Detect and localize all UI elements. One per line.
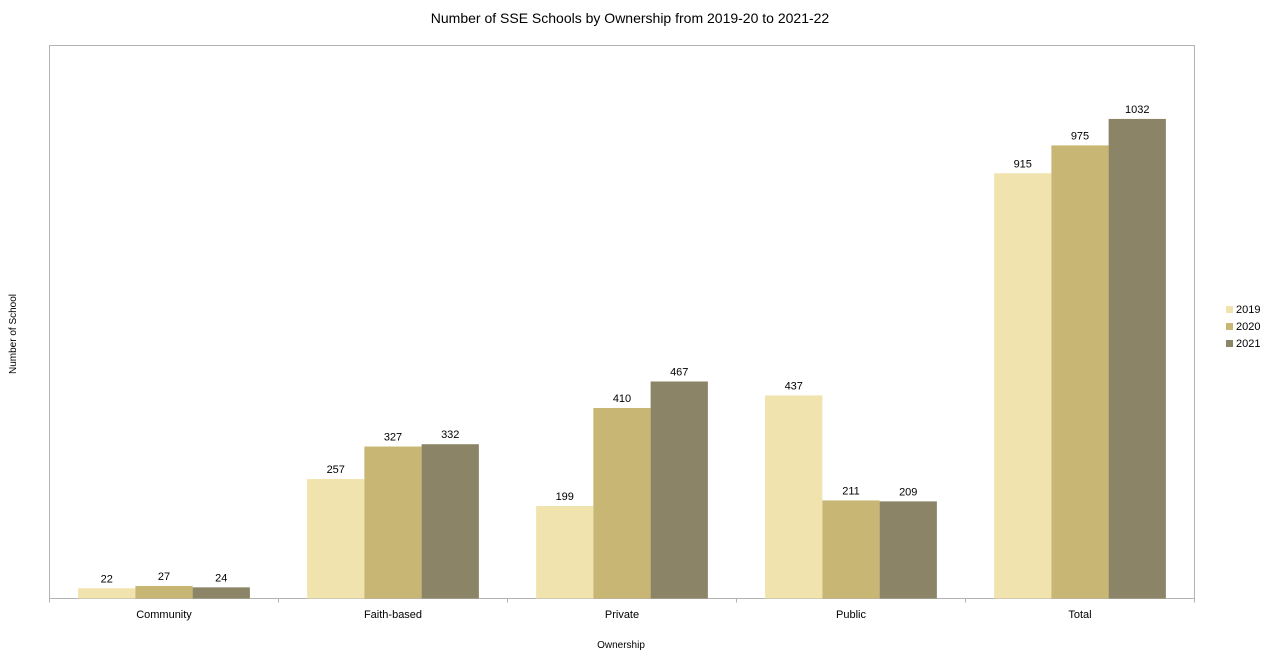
data-label: 1032 — [1125, 104, 1149, 116]
bar-public-2021 — [879, 501, 937, 599]
bar-private-2020 — [593, 407, 651, 599]
legend-label-2020: 2020 — [1236, 321, 1260, 333]
data-label: 209 — [899, 486, 917, 498]
x-tick-label: Private — [605, 609, 639, 621]
data-label: 199 — [556, 491, 574, 503]
data-labels-layer: 22 27 24 257 327 332 199 410 467 437 211 209 915 975 1… — [101, 104, 1150, 585]
data-label: 27 — [158, 571, 170, 583]
data-label: 22 — [101, 573, 113, 585]
x-tick-label: Community — [136, 609, 192, 621]
data-label: 327 — [384, 432, 402, 444]
data-label: 437 — [785, 380, 803, 392]
bar-total-2021 — [1108, 118, 1166, 599]
x-axis: Community Faith-based Private Public Total — [49, 598, 1195, 621]
bar-private-2019 — [536, 506, 594, 599]
bar-faith-based-2020 — [364, 446, 422, 599]
bars-layer — [78, 118, 1166, 599]
data-label: 915 — [1014, 158, 1032, 170]
y-axis-title: Number of School — [8, 294, 19, 374]
bar-total-2019 — [994, 173, 1052, 599]
x-tick-label: Total — [1068, 609, 1091, 621]
legend-label-2021: 2021 — [1236, 338, 1260, 350]
legend-swatch-2021 — [1226, 340, 1233, 347]
bar-total-2020 — [1051, 145, 1109, 599]
legend: 2019 2020 2021 — [1226, 304, 1260, 350]
chart-title: Number of SSE Schools by Ownership from … — [431, 10, 830, 26]
legend-swatch-2020 — [1226, 323, 1233, 330]
bar-public-2020 — [822, 500, 880, 599]
data-label: 211 — [842, 485, 860, 497]
bar-public-2019 — [765, 395, 823, 599]
bar-community-2019 — [78, 588, 136, 599]
legend-label-2019: 2019 — [1236, 304, 1260, 316]
legend-swatch-2019 — [1226, 306, 1233, 313]
data-label: 467 — [670, 366, 688, 378]
x-tick-label: Faith-based — [364, 609, 422, 621]
x-axis-title: Ownership — [597, 640, 645, 650]
bar-private-2021 — [650, 381, 708, 599]
data-label: 332 — [441, 429, 459, 441]
x-tick-label: Public — [836, 609, 866, 621]
data-label: 257 — [327, 464, 345, 476]
data-label: 24 — [215, 572, 227, 584]
data-label: 975 — [1071, 130, 1089, 142]
bar-community-2020 — [135, 585, 193, 599]
data-label: 410 — [613, 393, 631, 405]
bar-faith-based-2021 — [421, 444, 479, 599]
bar-community-2021 — [192, 587, 250, 599]
bar-faith-based-2019 — [307, 479, 365, 599]
